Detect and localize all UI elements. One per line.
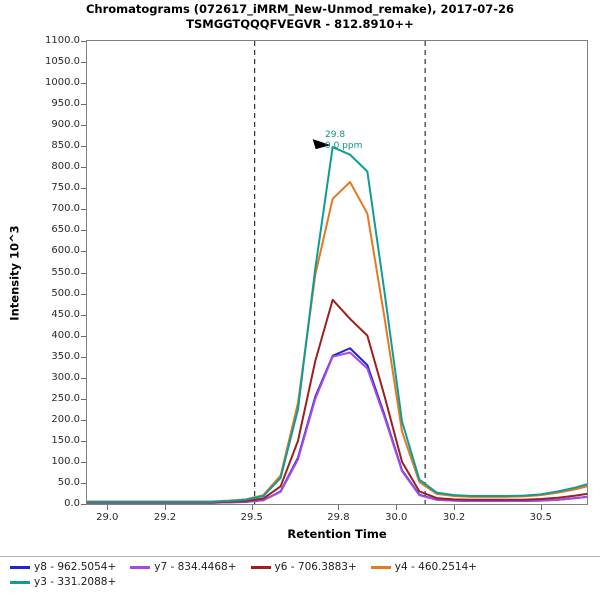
legend-item-label: y6 - 706.3883+: [275, 561, 357, 573]
legend-item-label: y3 - 331.2088+: [34, 576, 116, 588]
peak-annotation-retention-time: 29.8: [325, 130, 362, 141]
x-axis-tick-label: 30.2: [443, 513, 465, 523]
y-axis-tick-label: 950.0: [51, 99, 80, 109]
y-axis-tick-label: 850.0: [51, 141, 80, 151]
legend-item-y8[interactable]: y8 - 962.5054+: [10, 561, 116, 573]
trace-y3: [87, 147, 587, 502]
y-axis-tick-label: 650.0: [51, 225, 80, 235]
legend-items: y8 - 962.5054+ y7 - 834.4468+ y6 - 706.388…: [0, 561, 600, 588]
x-axis-tick-label: 29.8: [327, 513, 349, 523]
legend-item-label: y8 - 962.5054+: [34, 561, 116, 573]
chart-title-line-2: TSMGGTQQQFVEGVR - 812.8910++: [0, 17, 600, 32]
x-axis-tick-mark: [454, 505, 455, 510]
x-axis-tick-mark: [396, 505, 397, 510]
x-axis-tick-mark: [338, 505, 339, 510]
y-axis-tick-label: 1100.0: [45, 36, 80, 46]
x-axis-tick-label: 29.0: [96, 513, 118, 523]
peak-annotation: 29.8 0.0 ppm: [325, 130, 362, 152]
x-axis-title: Retention Time: [86, 527, 588, 541]
chart-title-block: Chromatograms (072617_iMRM_New-Unmod_rem…: [0, 2, 600, 32]
y-axis-tick-label: 0.0: [64, 499, 80, 509]
y-axis-tick-label: 100.0: [51, 457, 80, 467]
y-axis-tick-label: 750.0: [51, 183, 80, 193]
legend-item-label: y7 - 834.4468+: [154, 561, 236, 573]
x-axis-tick-label: 30.5: [530, 513, 552, 523]
legend-color-swatch: [130, 566, 150, 569]
x-axis-tick-mark: [107, 505, 108, 510]
legend-color-swatch: [371, 566, 391, 569]
legend-item-y7[interactable]: y7 - 834.4468+: [130, 561, 236, 573]
x-axis-tick-mark: [252, 505, 253, 510]
chart-title-line-1: Chromatograms (072617_iMRM_New-Unmod_rem…: [0, 2, 600, 17]
y-axis-tick-label: 1050.0: [45, 57, 80, 67]
x-axis-tick-mark: [165, 505, 166, 510]
y-axis-tick-label: 600.0: [51, 246, 80, 256]
trace-y8: [87, 348, 587, 502]
y-axis-tick-label: 900.0: [51, 120, 80, 130]
chromatogram-viewer: Chromatograms (072617_iMRM_New-Unmod_rem…: [0, 0, 600, 600]
legend-item-y6[interactable]: y6 - 706.3883+: [251, 561, 357, 573]
y-axis-tick-label: 500.0: [51, 289, 80, 299]
peak-annotation-ppm: 0.0 ppm: [325, 141, 362, 152]
x-axis-tick-mark: [541, 505, 542, 510]
legend-color-swatch: [251, 566, 271, 569]
y-axis-tick-label: 350.0: [51, 352, 80, 362]
x-axis-tick-label: 30.0: [385, 513, 407, 523]
y-axis-tick-label: 250.0: [51, 394, 80, 404]
legend-item-label: y4 - 460.2514+: [395, 561, 477, 573]
y-axis-tick-label: 200.0: [51, 415, 80, 425]
trace-y4: [87, 182, 587, 501]
legend: y8 - 962.5054+ y7 - 834.4468+ y6 - 706.388…: [0, 556, 600, 588]
trace-y7: [87, 352, 587, 502]
y-axis-tick-label: 550.0: [51, 268, 80, 278]
y-axis-tick-label: 1000.0: [45, 78, 80, 88]
y-axis-tick-label: 50.0: [58, 478, 80, 488]
trace-y6: [87, 300, 587, 502]
y-axis-tick-label: 450.0: [51, 310, 80, 320]
x-axis-tick-label: 29.5: [241, 513, 263, 523]
legend-item-y4[interactable]: y4 - 460.2514+: [371, 561, 477, 573]
legend-item-y3[interactable]: y3 - 331.2088+: [10, 576, 116, 588]
y-axis-tick-label: 150.0: [51, 436, 80, 446]
x-axis-tick-label: 29.2: [154, 513, 176, 523]
legend-color-swatch: [10, 581, 30, 584]
y-axis: 0.050.0100.0150.0200.0250.0300.0350.0400…: [0, 40, 86, 505]
plot-area: [86, 40, 588, 505]
y-axis-tick-label: 800.0: [51, 162, 80, 172]
y-axis-tick-label: 300.0: [51, 373, 80, 383]
chromatogram-traces: [87, 41, 587, 504]
legend-color-swatch: [10, 566, 30, 569]
y-axis-tick-label: 700.0: [51, 204, 80, 214]
y-axis-tick-label: 400.0: [51, 331, 80, 341]
